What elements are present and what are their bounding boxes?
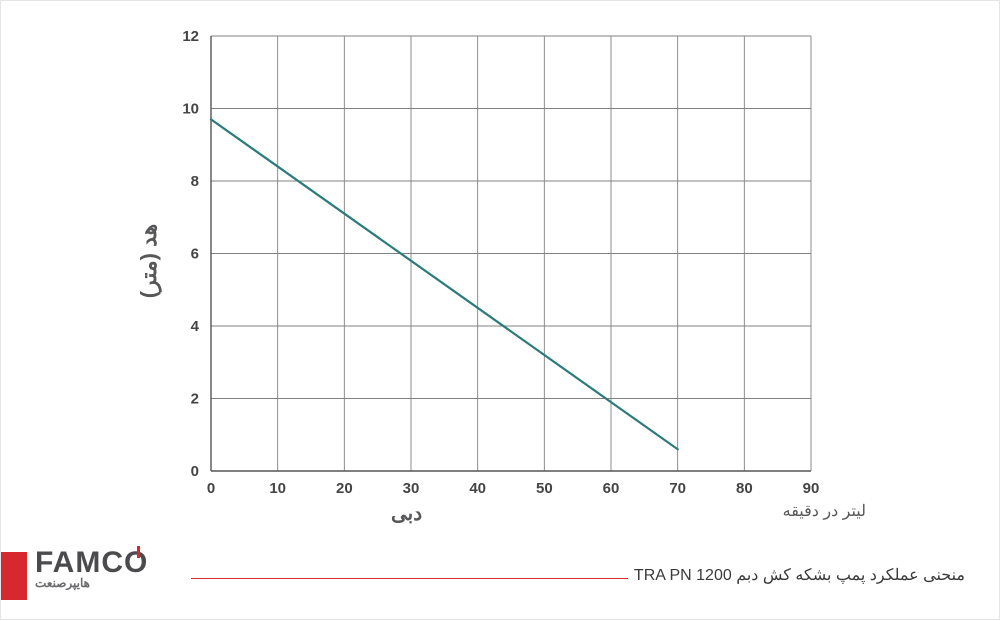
brand-logo: FAMCO هایپرصنعت (35, 548, 185, 600)
svg-text:0: 0 (207, 480, 215, 497)
figure-footer: FAMCO هایپرصنعت منحنی عملکرد پمپ بشکه کش… (1, 546, 999, 606)
chart-area: 0 10 20 30 40 50 60 70 80 90 0 2 4 6 8 10 12 هد (متر) دب… (1, 1, 1000, 541)
svg-text:10: 10 (182, 101, 199, 118)
figure-caption: منحنی عملکرد پمپ بشکه کش دبم TRA PN 1200 (628, 565, 971, 585)
x-axis-label-primary: دبی (391, 501, 422, 526)
svg-text:12: 12 (182, 28, 199, 45)
svg-text:70: 70 (669, 480, 686, 497)
svg-text:4: 4 (191, 318, 200, 335)
svg-text:80: 80 (736, 480, 753, 497)
brand-logo-text: FAMCO (35, 548, 185, 578)
svg-text:8: 8 (191, 173, 199, 190)
x-axis-unit-label: لیتر در دقیقه (783, 501, 866, 521)
svg-text:40: 40 (469, 480, 486, 497)
svg-text:20: 20 (336, 480, 353, 497)
svg-text:30: 30 (403, 480, 420, 497)
y-axis-label: هد (متر) (136, 224, 162, 298)
svg-text:60: 60 (603, 480, 620, 497)
svg-text:10: 10 (269, 480, 286, 497)
brand-accent-mark (137, 546, 140, 558)
svg-text:0: 0 (191, 463, 199, 480)
svg-text:90: 90 (803, 480, 820, 497)
figure-container: 0 10 20 30 40 50 60 70 80 90 0 2 4 6 8 10 12 هد (متر) دب… (0, 0, 1000, 620)
brand-accent-block (1, 552, 27, 600)
svg-text:2: 2 (191, 391, 199, 408)
svg-text:6: 6 (191, 246, 199, 263)
svg-text:50: 50 (536, 480, 553, 497)
